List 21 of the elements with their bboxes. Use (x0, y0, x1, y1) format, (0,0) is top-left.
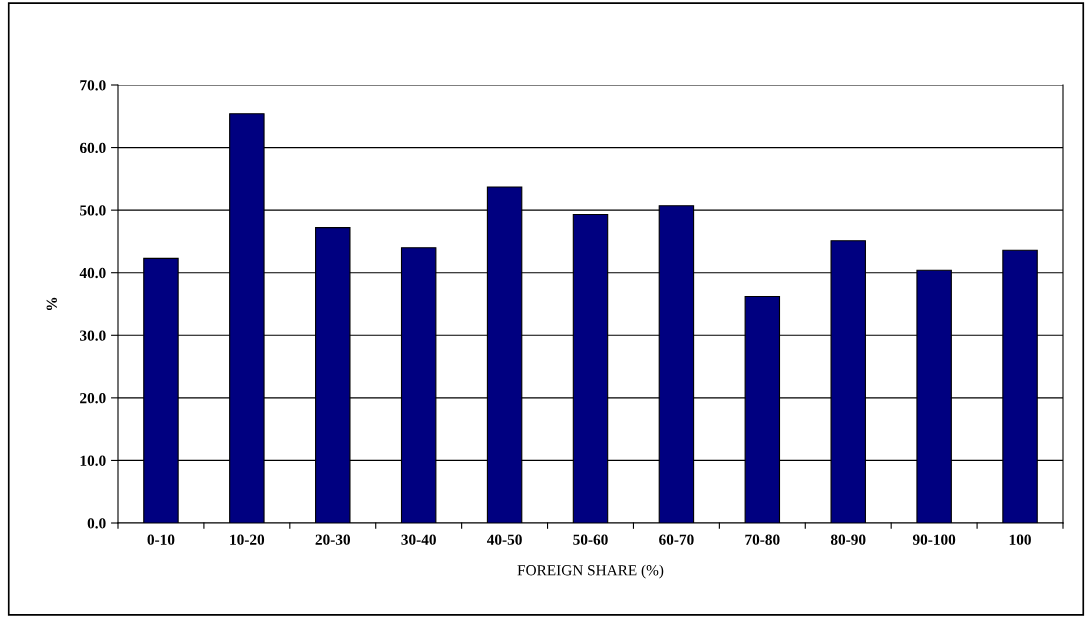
x-axis-title: FOREIGN SHARE (%) (517, 564, 664, 579)
x-tick-label: 20-30 (315, 534, 351, 545)
y-tick-label: 40.0 (79, 267, 106, 279)
y-tick-label: 20.0 (80, 393, 106, 404)
x-tick-label: 10-20 (230, 534, 265, 545)
y-tick-label: 60.0 (79, 142, 106, 154)
y-axis-title: % (46, 297, 57, 311)
x-tick-label: 50-60 (573, 534, 608, 545)
x-tick-label: 90-100 (912, 534, 956, 545)
x-tick-label: 70-80 (745, 534, 780, 545)
y-tick-label: 10.0 (80, 455, 106, 466)
x-tick-label: 40-50 (486, 534, 522, 545)
x-tick-label: 80-90 (830, 534, 866, 545)
x-tick-label: 100 (1009, 534, 1031, 545)
x-tick-label: 30-40 (401, 534, 436, 545)
x-tick-label: 60-70 (659, 534, 694, 545)
y-tick-label: 70.0 (80, 80, 106, 91)
y-tick-label: 30.0 (80, 330, 106, 341)
y-tick-label: 50.0 (80, 205, 106, 216)
y-tick-label: 0.0 (87, 518, 106, 529)
x-tick-label: 0-10 (147, 534, 175, 545)
